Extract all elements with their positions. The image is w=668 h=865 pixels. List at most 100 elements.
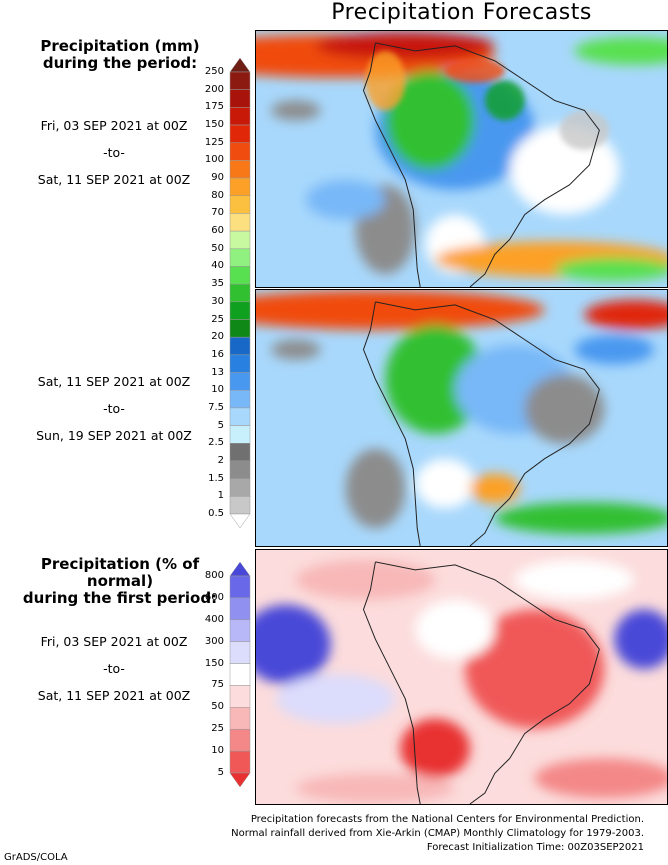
credits-line1: Precipitation forecasts from the Nationa… bbox=[250, 814, 644, 825]
scale-swatch bbox=[229, 142, 251, 161]
scale-tick-label: 2 bbox=[217, 454, 224, 466]
period-2-to: Sun, 19 SEP 2021 at 00Z bbox=[36, 428, 192, 443]
scale-tick-label: 35 bbox=[211, 278, 224, 290]
scale-swatch bbox=[229, 707, 251, 730]
credits-line3: Forecast Initialization Time: 00Z03SEP20… bbox=[426, 842, 644, 853]
scale-tick-label: 40 bbox=[211, 260, 224, 272]
scale-tick-label: 1 bbox=[217, 490, 224, 502]
scale-tick-label: 150 bbox=[204, 657, 224, 669]
period-1-sep: -to- bbox=[103, 145, 125, 160]
mm-heading-line2: during the period: bbox=[42, 54, 198, 72]
scale-tick-label: 70 bbox=[211, 207, 224, 219]
footer-grads: GrADS/COLA bbox=[4, 852, 68, 863]
scale-swatch bbox=[229, 389, 251, 409]
scale-swatch bbox=[229, 443, 251, 462]
scale-tick-label: 7.5 bbox=[208, 401, 224, 413]
scale-swatch bbox=[229, 685, 251, 708]
scale-swatch bbox=[229, 425, 251, 444]
scale-swatch bbox=[229, 319, 251, 338]
scale-bottom-arrow bbox=[229, 772, 251, 787]
scale-swatch bbox=[229, 619, 251, 642]
scale-swatch bbox=[229, 354, 251, 373]
scale-swatch bbox=[229, 478, 251, 497]
scale-swatch bbox=[229, 107, 251, 126]
mm-legend-heading: Precipitation (mm) during the period: bbox=[40, 38, 200, 72]
scale-tick-label: 150 bbox=[204, 119, 224, 131]
period-3-to: Sat, 11 SEP 2021 at 00Z bbox=[37, 688, 191, 703]
period-3-label: Fri, 03 SEP 2021 at 00Z -to- Sat, 11 SEP… bbox=[0, 628, 228, 709]
scale-tick-label: 125 bbox=[204, 136, 224, 148]
scale-swatch bbox=[229, 597, 251, 621]
pct-heading-line2: during the first period: bbox=[22, 589, 218, 607]
scale-swatch bbox=[229, 230, 251, 250]
period-2-label: Sat, 11 SEP 2021 at 00Z -to- Sun, 19 SEP… bbox=[0, 368, 228, 449]
scale-tick-label: 30 bbox=[211, 295, 224, 307]
scale-tick-label: 400 bbox=[204, 613, 224, 625]
scale-tick-label: 16 bbox=[211, 348, 224, 360]
scale-tick-label: 800 bbox=[204, 570, 224, 581]
scale-top-arrow bbox=[229, 58, 251, 73]
period-1-from: Fri, 03 SEP 2021 at 00Z bbox=[40, 118, 188, 133]
scale-tick-label: 5 bbox=[217, 419, 224, 431]
scale-swatch bbox=[229, 372, 251, 391]
scale-swatch bbox=[229, 728, 251, 752]
credits-line2: Normal rainfall derived from Xie-Arkin (… bbox=[231, 828, 644, 839]
scale-tick-label: 25 bbox=[211, 313, 224, 325]
scale-tick-label: 1.5 bbox=[208, 472, 224, 484]
period-3-sep: -to- bbox=[103, 661, 125, 676]
scale-tick-label: 200 bbox=[204, 83, 224, 95]
scale-top-arrow bbox=[229, 562, 251, 577]
scale-tick-label: 50 bbox=[211, 242, 224, 254]
scale-tick-label: 600 bbox=[204, 591, 224, 603]
scale-tick-label: 75 bbox=[211, 679, 224, 691]
scale-swatch bbox=[229, 248, 251, 267]
credits: Precipitation forecasts from the Nationa… bbox=[231, 813, 644, 855]
scale-tick-label: 175 bbox=[204, 101, 224, 113]
precip-map-period-1 bbox=[255, 30, 668, 288]
scale-tick-label: 0.5 bbox=[208, 508, 224, 519]
scale-swatch bbox=[229, 641, 251, 664]
scale-swatch bbox=[229, 283, 251, 303]
scale-bottom-arrow bbox=[229, 513, 251, 528]
scale-swatch bbox=[229, 301, 251, 320]
scale-tick-label: 80 bbox=[211, 189, 224, 201]
scale-tick-label: 50 bbox=[211, 701, 224, 713]
scale-swatch bbox=[229, 71, 251, 90]
scale-swatch bbox=[229, 266, 251, 285]
scale-tick-label: 100 bbox=[204, 154, 224, 166]
pct-heading-line1: Precipitation (% of normal) bbox=[40, 555, 200, 590]
scale-swatch bbox=[229, 177, 251, 197]
scale-tick-label: 5 bbox=[217, 767, 224, 778]
scale-swatch bbox=[229, 124, 251, 143]
scale-swatch bbox=[229, 160, 251, 179]
scale-swatch bbox=[229, 407, 251, 426]
scale-tick-label: 13 bbox=[211, 366, 224, 378]
period-2-from: Sat, 11 SEP 2021 at 00Z bbox=[37, 374, 191, 389]
scale-tick-label: 20 bbox=[211, 331, 224, 343]
precip-pct-map-period-1 bbox=[255, 549, 668, 805]
mm-color-scale bbox=[229, 58, 251, 528]
scale-swatch bbox=[229, 460, 251, 479]
period-1-to: Sat, 11 SEP 2021 at 00Z bbox=[37, 172, 191, 187]
scale-swatch bbox=[229, 336, 251, 356]
scale-tick-label: 250 bbox=[204, 66, 224, 77]
scale-swatch bbox=[229, 89, 251, 108]
period-2-sep: -to- bbox=[103, 401, 125, 416]
scale-swatch bbox=[229, 195, 251, 214]
scale-tick-label: 60 bbox=[211, 225, 224, 237]
pct-color-scale bbox=[229, 562, 251, 787]
mm-heading-line1: Precipitation (mm) bbox=[40, 37, 200, 55]
scale-tick-label: 2.5 bbox=[208, 437, 224, 449]
scale-tick-label: 300 bbox=[204, 635, 224, 647]
scale-tick-label: 90 bbox=[211, 172, 224, 184]
scale-tick-label: 25 bbox=[211, 723, 224, 735]
period-1-label: Fri, 03 SEP 2021 at 00Z -to- Sat, 11 SEP… bbox=[0, 112, 228, 193]
precip-map-period-2 bbox=[255, 289, 668, 547]
scale-swatch bbox=[229, 750, 251, 774]
scale-tick-label: 10 bbox=[211, 384, 224, 396]
page-title: Precipitation Forecasts bbox=[331, 0, 592, 25]
scale-swatch bbox=[229, 496, 251, 515]
period-3-from: Fri, 03 SEP 2021 at 00Z bbox=[40, 634, 188, 649]
pct-legend-heading: Precipitation (% of normal) during the f… bbox=[10, 556, 230, 607]
scale-swatch bbox=[229, 575, 251, 599]
